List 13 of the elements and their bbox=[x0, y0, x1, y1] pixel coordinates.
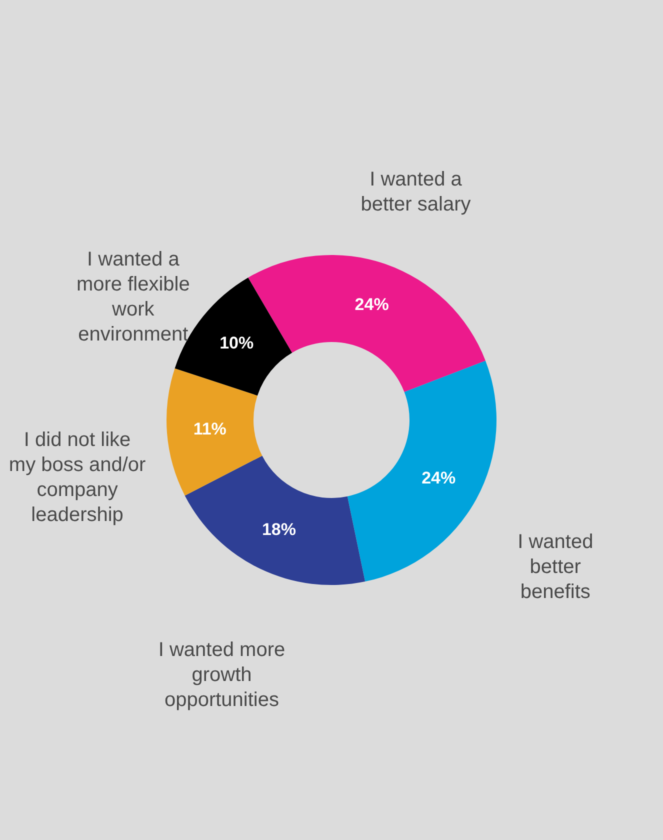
data-label: 10% bbox=[220, 333, 254, 352]
slice-label: I did not like my boss and/or company leadership bbox=[8, 429, 146, 526]
slice-label: I wanted a better salary bbox=[360, 168, 471, 216]
donut-slice bbox=[184, 456, 366, 585]
data-label: 11% bbox=[193, 420, 226, 439]
data-label: 18% bbox=[262, 520, 296, 540]
data-label: 24% bbox=[354, 294, 389, 314]
data-label: 24% bbox=[422, 468, 456, 488]
donut-slice bbox=[166, 368, 262, 496]
slice-label: I wanted better benefits bbox=[518, 531, 594, 604]
slice-label: I wanted more growth opportunities bbox=[158, 639, 286, 712]
slice-label: I wanted a more flexible work environment bbox=[76, 248, 190, 346]
donut-slice bbox=[347, 360, 496, 582]
